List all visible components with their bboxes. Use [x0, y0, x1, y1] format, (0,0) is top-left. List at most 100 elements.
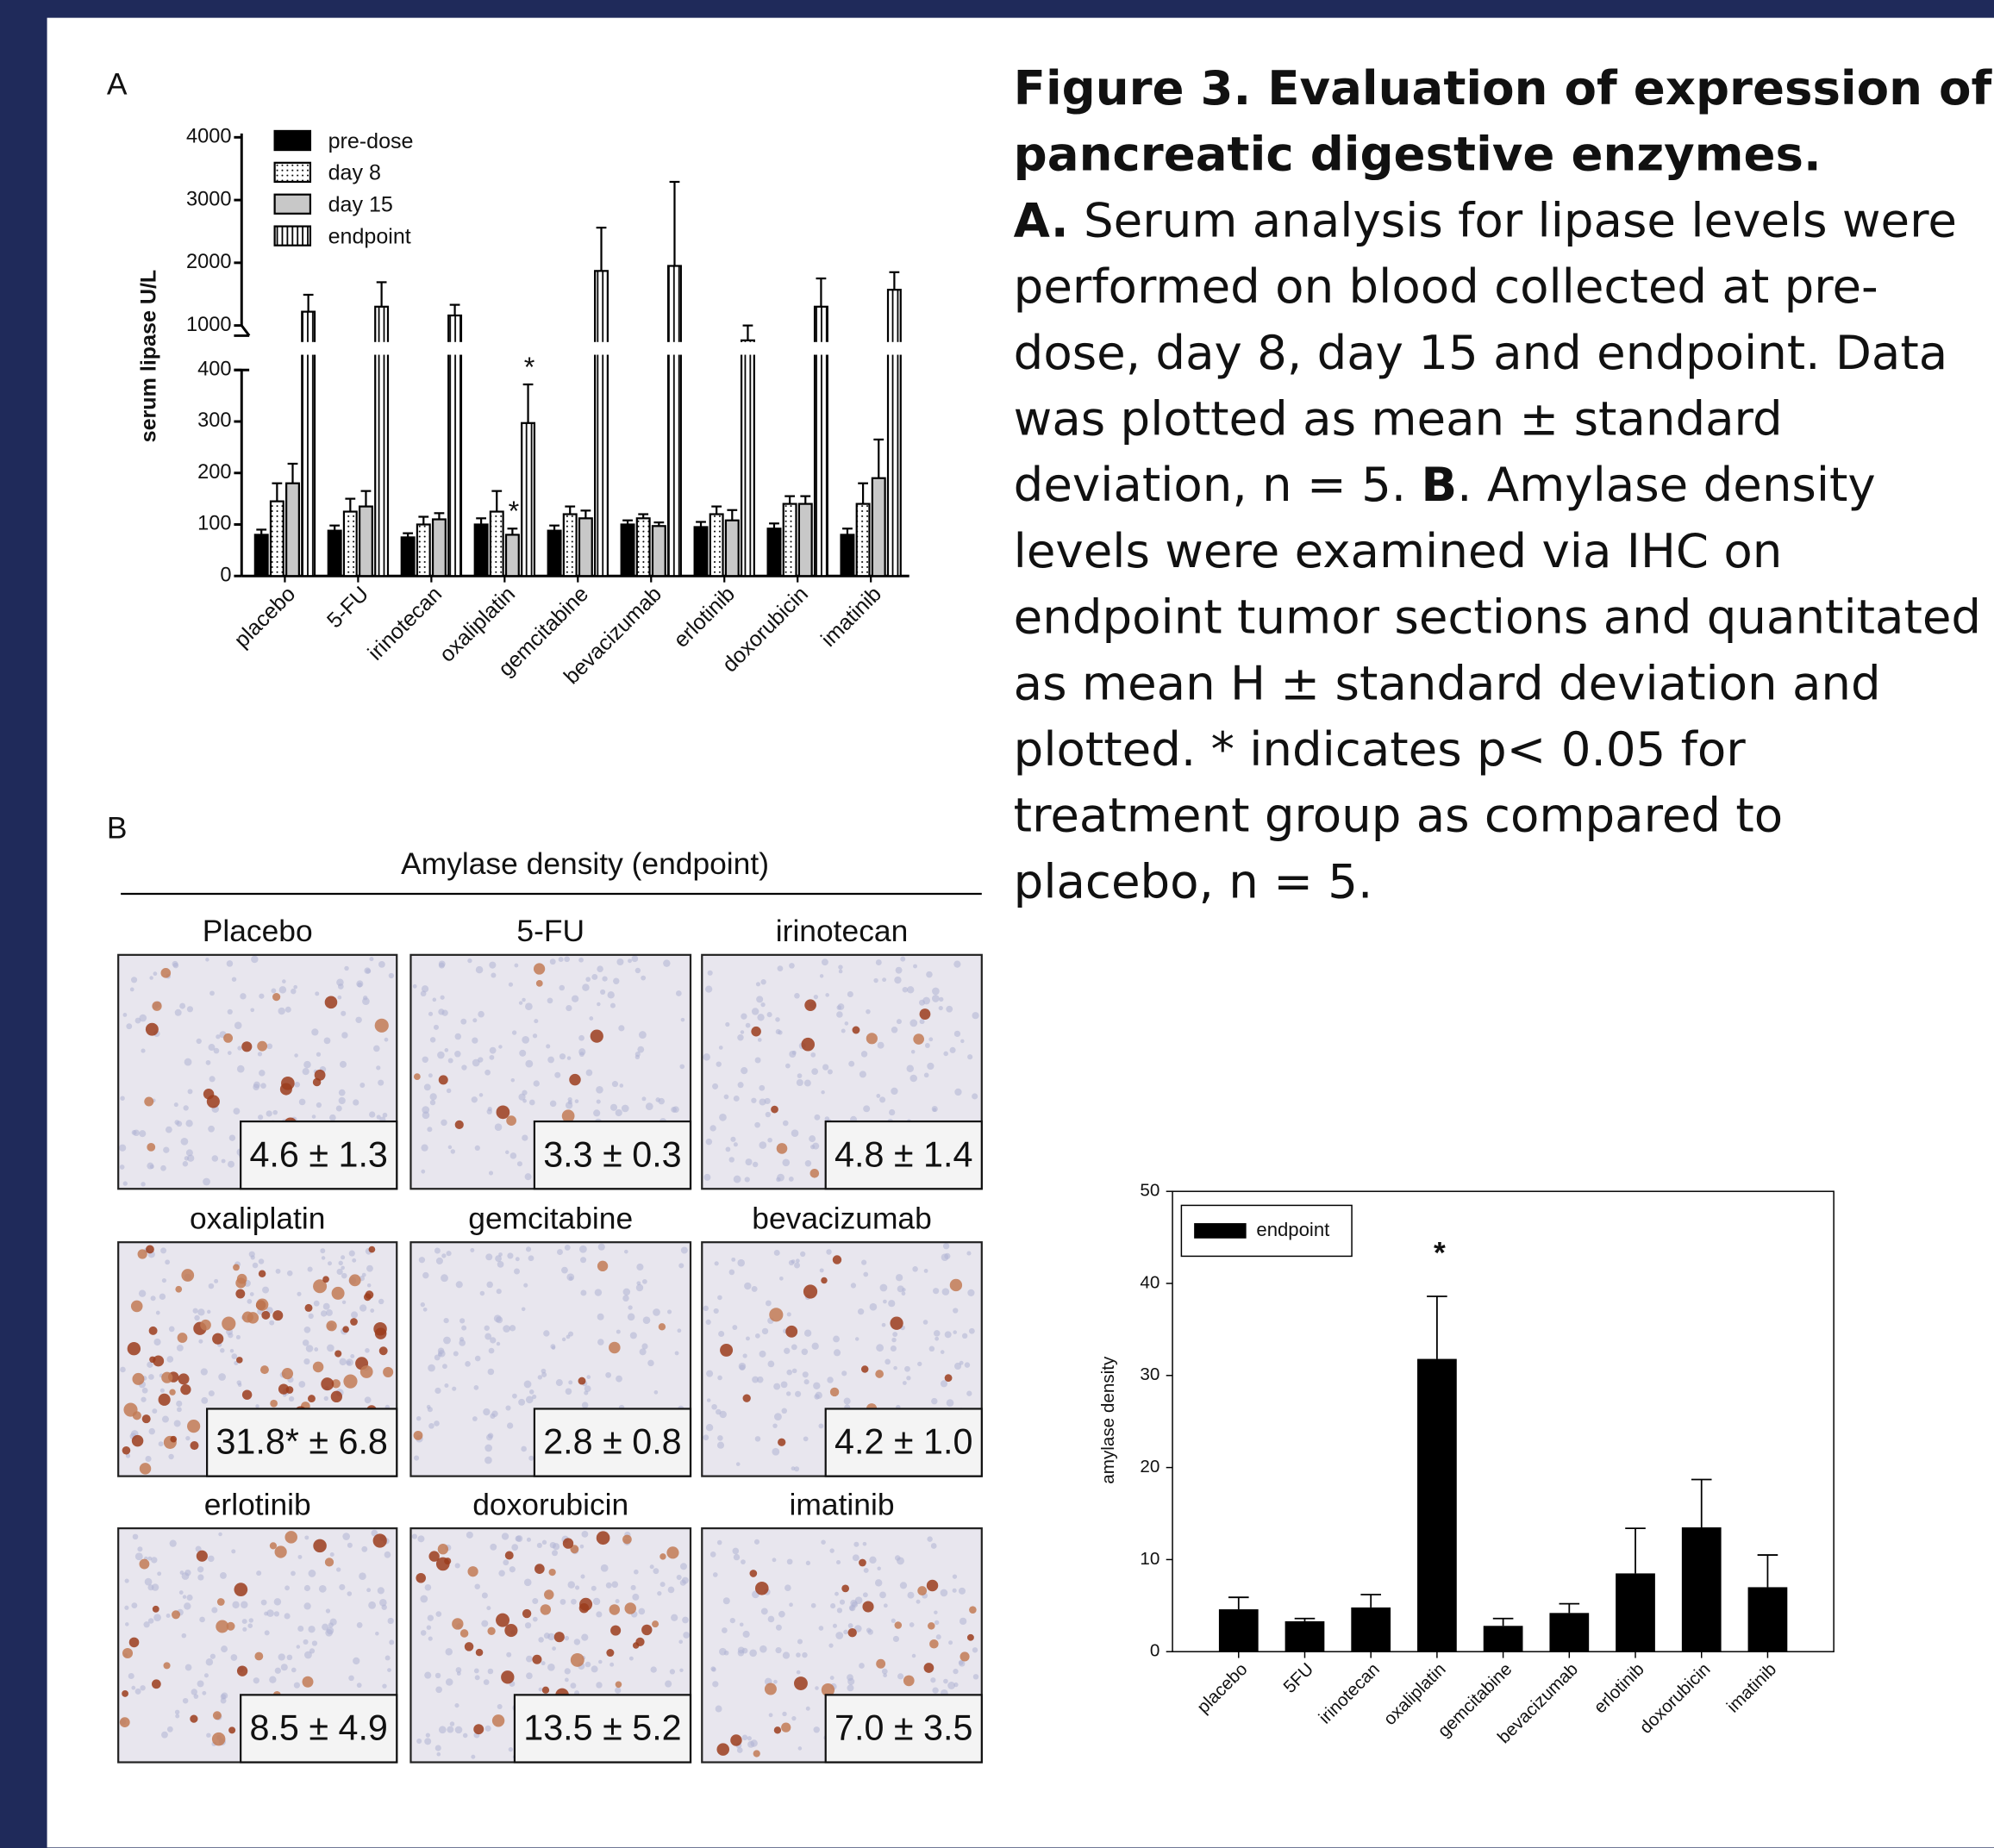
nucleus: [650, 1564, 654, 1569]
nucleus: [891, 1619, 896, 1623]
nucleus: [174, 1102, 178, 1107]
nucleus: [357, 983, 362, 988]
nucleus: [803, 1371, 809, 1377]
nucleus: [389, 973, 394, 978]
nucleus: [755, 1058, 761, 1064]
nucleus: [582, 1531, 589, 1538]
stained-cell: [373, 1533, 387, 1547]
nucleus: [428, 1423, 434, 1429]
nucleus: [550, 1101, 557, 1108]
nucleus: [434, 1420, 440, 1427]
stained-cell: [750, 1570, 758, 1577]
nucleus: [610, 1003, 616, 1008]
stained-cell: [716, 1743, 729, 1756]
nucleus: [565, 1245, 571, 1251]
nucleus: [306, 1345, 314, 1352]
nucleus: [515, 964, 519, 968]
stained-cell: [641, 1625, 652, 1635]
nucleus: [232, 977, 236, 982]
stained-cell: [847, 1628, 856, 1637]
y-axis-label: serum lipase U/L: [137, 270, 161, 443]
stained-cell: [487, 1627, 495, 1635]
nucleus: [560, 1599, 566, 1605]
stained-cell: [913, 1033, 924, 1045]
nucleus: [363, 996, 367, 1000]
nucleus: [851, 1283, 856, 1288]
nucleus: [159, 1294, 166, 1300]
nucleus: [355, 1017, 361, 1023]
nucleus: [841, 1370, 847, 1376]
nucleus: [524, 1381, 532, 1389]
nucleus: [876, 1094, 880, 1098]
nucleus: [495, 1255, 502, 1262]
bar: [506, 534, 519, 576]
nucleus: [197, 1308, 204, 1315]
nucleus: [303, 1339, 309, 1346]
stained-cell: [652, 1620, 659, 1627]
nucleus: [166, 1614, 171, 1618]
nucleus: [148, 1618, 154, 1624]
nucleus: [497, 1261, 504, 1268]
x-tick-label: 5FU: [1279, 1659, 1317, 1697]
nucleus: [438, 1008, 444, 1015]
y-tick-label: 10: [1140, 1549, 1160, 1569]
nucleus: [505, 1405, 510, 1410]
nucleus: [820, 1268, 824, 1272]
nucleus: [165, 1259, 170, 1264]
nucleus: [209, 990, 215, 996]
nucleus: [253, 1677, 259, 1683]
nucleus: [591, 1665, 598, 1672]
nucleus: [294, 1082, 300, 1088]
nucleus: [565, 1636, 569, 1640]
nucleus: [210, 1654, 216, 1659]
stained-cell: [169, 1389, 175, 1395]
nucleus: [681, 1247, 688, 1254]
nucleus: [582, 1402, 589, 1408]
nucleus: [141, 1049, 145, 1053]
nucleus: [452, 1387, 456, 1391]
stained-cell: [635, 1638, 644, 1646]
nucleus: [629, 1657, 634, 1661]
nucleus: [884, 1359, 891, 1365]
nucleus: [779, 1277, 784, 1281]
stained-cell: [659, 1553, 666, 1559]
nucleus: [275, 1668, 281, 1674]
nucleus: [324, 1038, 331, 1045]
nucleus: [483, 1408, 490, 1415]
nucleus: [421, 1144, 428, 1151]
stained-cell: [331, 1391, 342, 1402]
nucleus: [303, 1358, 309, 1364]
nucleus: [751, 1098, 756, 1103]
legend-swatch: [275, 195, 310, 214]
nucleus: [792, 1051, 797, 1055]
stained-cell: [149, 1327, 158, 1335]
nucleus: [710, 1551, 716, 1558]
nucleus: [529, 1100, 535, 1106]
nucleus: [778, 1030, 782, 1034]
nucleus: [916, 1600, 921, 1604]
bar: [1748, 1587, 1788, 1651]
nucleus: [772, 1423, 777, 1427]
nucleus: [959, 1588, 966, 1595]
nucleus: [909, 1622, 915, 1627]
stained-cell: [140, 1463, 151, 1474]
stained-cell: [862, 1601, 873, 1612]
nucleus: [475, 1356, 481, 1362]
nucleus: [490, 1544, 497, 1551]
nucleus: [636, 1264, 643, 1270]
nucleus: [509, 1747, 513, 1751]
bar: [1616, 1573, 1655, 1651]
stained-cell: [375, 1019, 389, 1033]
nucleus: [149, 976, 153, 979]
stained-cell: [666, 1546, 678, 1558]
stained-cell: [349, 1274, 361, 1286]
nucleus: [503, 1325, 510, 1333]
nucleus: [762, 1328, 768, 1334]
nucleus: [962, 1333, 967, 1339]
nucleus: [580, 1545, 584, 1549]
nucleus: [734, 1176, 741, 1183]
nucleus: [835, 1632, 843, 1639]
nucleus: [303, 1061, 311, 1069]
stained-cell: [774, 1726, 781, 1733]
nucleus: [636, 1284, 643, 1291]
